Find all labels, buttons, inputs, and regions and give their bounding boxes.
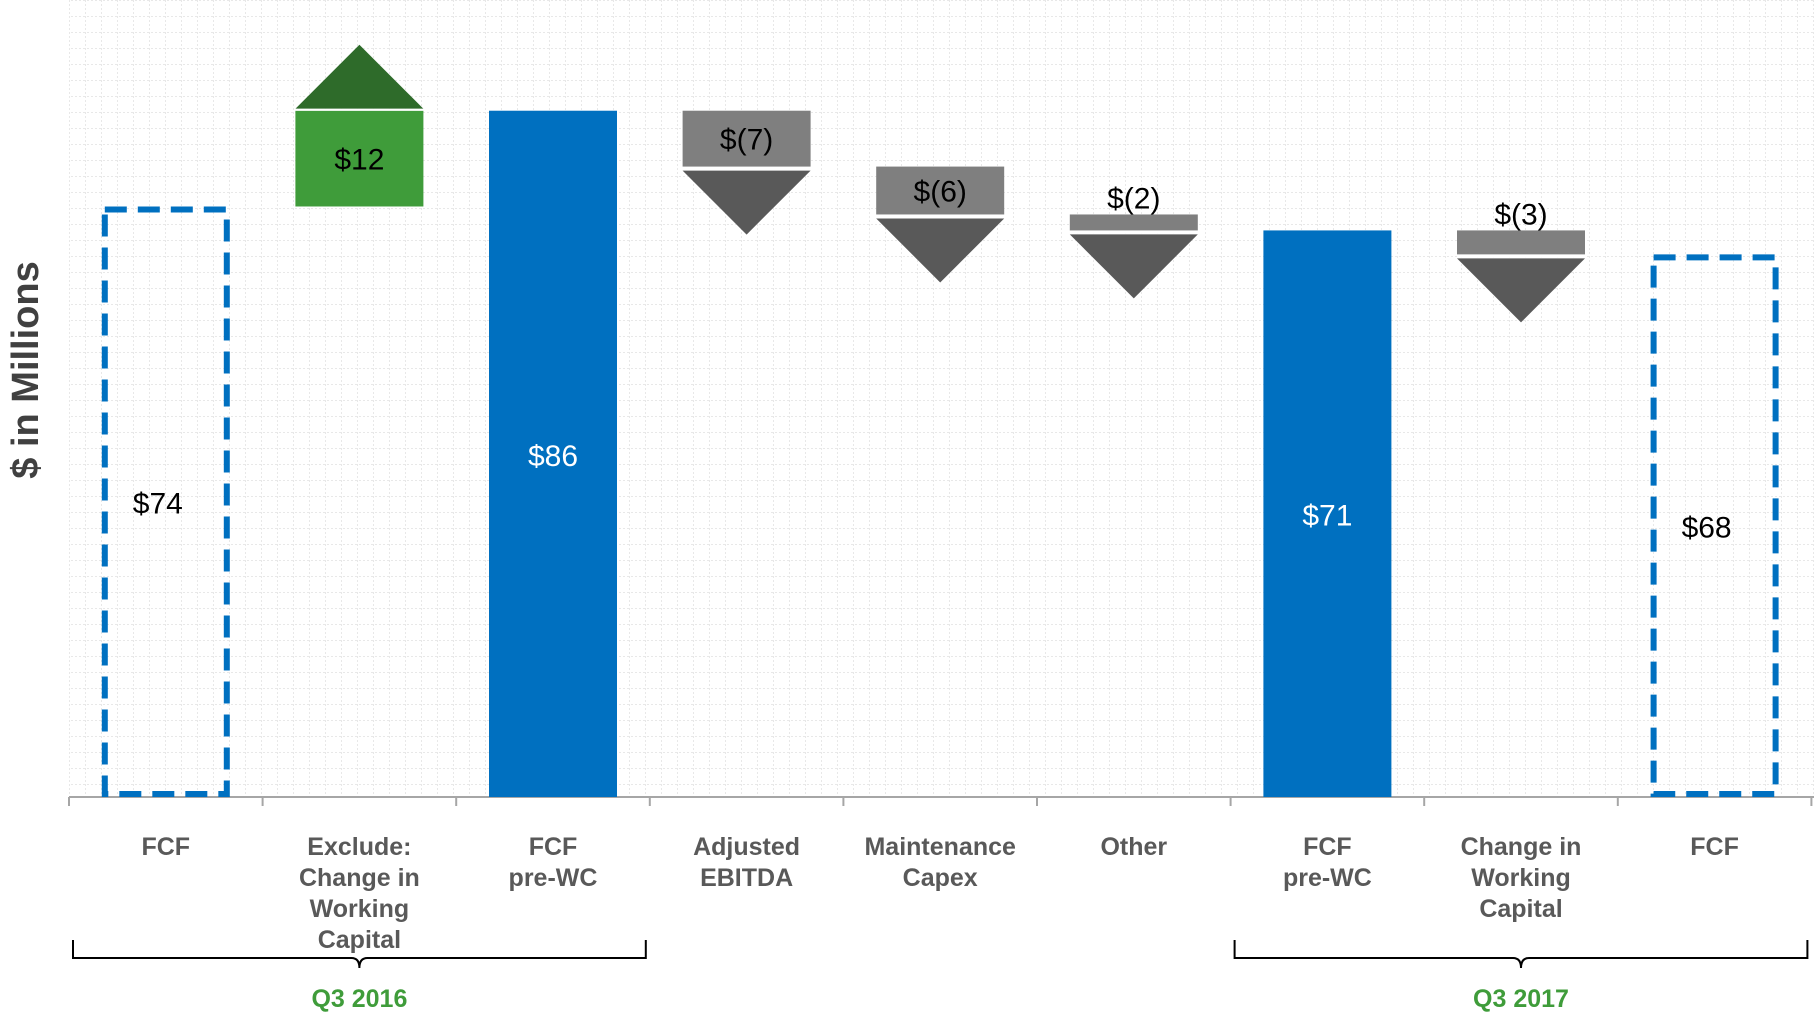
- x-tick-label-exclude-change-in-working-capital-1: Exclude:: [307, 833, 411, 861]
- x-tick-label-fcf-pre-wc-2: FCF: [529, 833, 578, 861]
- decrease-arrow: [1069, 234, 1198, 299]
- data-label-exclude-change-in-working-capital: $12: [334, 144, 384, 177]
- x-tick-label-change-in-working-capital-7: Change in: [1461, 833, 1582, 861]
- x-tick-label-change-in-working-capital-7: Capital: [1479, 895, 1562, 923]
- increase-arrow: [295, 44, 424, 109]
- decrease-arrow: [1457, 258, 1585, 323]
- data-label-fcf-0: $74: [133, 488, 183, 521]
- x-tick-label-fcf-pre-wc-6: FCF: [1303, 833, 1352, 861]
- bar-fcf-0: [101, 206, 230, 798]
- x-tick-label-fcf-8: FCF: [1690, 833, 1739, 861]
- decrease-arrow: [682, 170, 811, 235]
- decrease-arrow: [876, 218, 1005, 283]
- bracket-q3-2017: [1233, 940, 1809, 969]
- y-axis-label: $ in Millions: [5, 261, 47, 478]
- bar-maintenance-capex-4: [876, 166, 1005, 215]
- data-label-change-in-working-capital-7: $(3): [1494, 198, 1547, 231]
- bar-fcf-pre-wc-6: [1263, 230, 1392, 798]
- x-tick-label-fcf-pre-wc-6: pre-WC: [1283, 864, 1372, 892]
- x-tick-label-fcf-pre-wc-2: pre-WC: [509, 864, 598, 892]
- x-tick-label-exclude-change-in-working-capital-1: Capital: [318, 926, 401, 954]
- x-tick-label-adjusted-ebitda-3: EBITDA: [700, 864, 793, 892]
- bar-adjusted-ebitda-3: [682, 110, 811, 167]
- data-label-fcf-pre-wc-6: $71: [1302, 500, 1352, 533]
- data-label-fcf-8: $68: [1682, 512, 1732, 545]
- bracket-q3-2016: [72, 940, 647, 969]
- data-label-adjusted-ebitda-3: $(7): [720, 124, 773, 157]
- data-label-fcf-pre-wc-2: $86: [528, 440, 578, 473]
- bracket-label-q3-2017: Q3 2017: [1473, 985, 1569, 1013]
- x-tick-label-maintenance-capex-4: Maintenance: [864, 833, 1016, 861]
- data-label-maintenance-capex-4: $(6): [914, 176, 967, 209]
- data-label-other-5: $(2): [1107, 182, 1160, 215]
- bar-change-in-working-capital-7: [1457, 230, 1585, 255]
- x-tick-label-maintenance-capex-4: Capex: [903, 864, 978, 892]
- x-tick-label-fcf-0: FCF: [141, 833, 190, 861]
- x-tick-label-exclude-change-in-working-capital-1: Working: [310, 895, 410, 923]
- bar-fcf-pre-wc-2: [489, 110, 617, 798]
- bracket-label-q3-2016: Q3 2016: [311, 985, 407, 1013]
- x-tick-label-adjusted-ebitda-3: Adjusted: [693, 833, 800, 861]
- bar-other-5: [1069, 214, 1198, 231]
- x-tick-label-exclude-change-in-working-capital-1: Change in: [299, 864, 420, 892]
- x-tick-label-other-5: Other: [1100, 833, 1167, 861]
- x-tick-label-change-in-working-capital-7: Working: [1471, 864, 1571, 892]
- bar-exclude-change-in-working-capital: [295, 110, 424, 207]
